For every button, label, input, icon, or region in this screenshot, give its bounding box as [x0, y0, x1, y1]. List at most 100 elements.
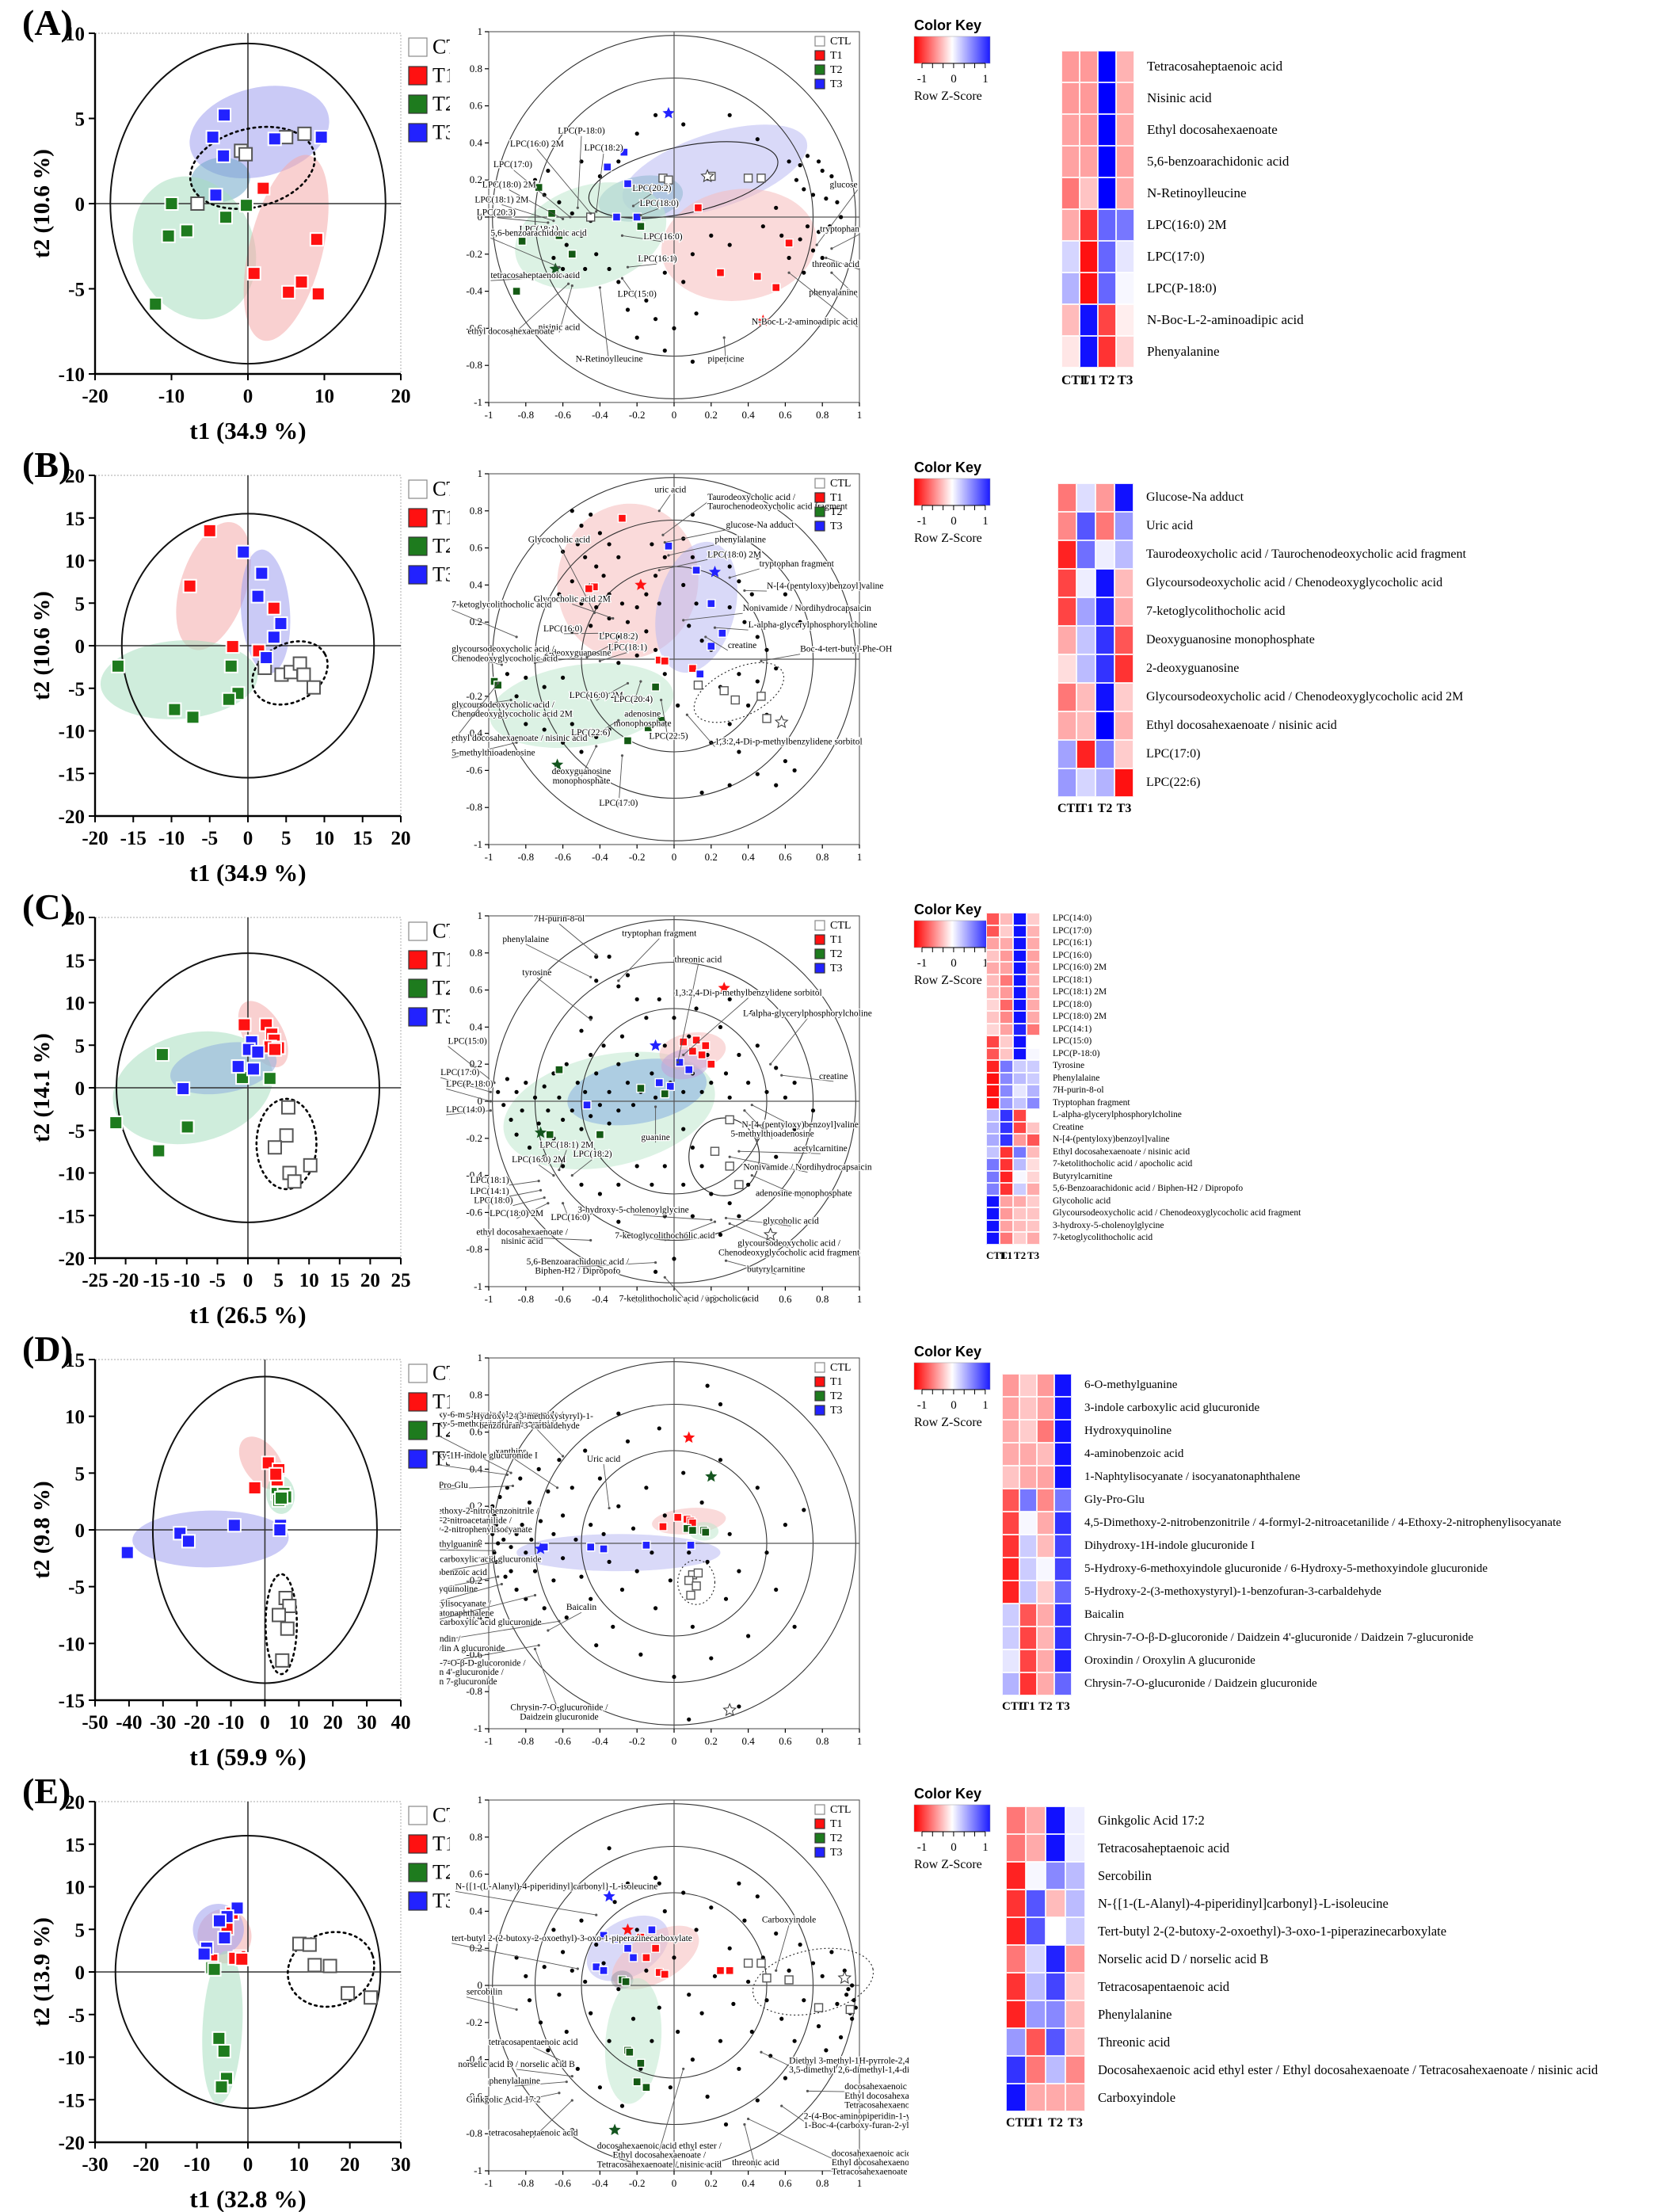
heatmap-row-label: 7H-purin-8-ol — [1053, 1085, 1104, 1095]
svg-text:-15: -15 — [59, 764, 85, 785]
score-point-t3 — [227, 1518, 242, 1533]
score-point-t3 — [314, 130, 329, 145]
heatmap-cell — [1013, 1146, 1027, 1158]
loading-point-t3 — [664, 541, 673, 551]
svg-text:T2: T2 — [830, 948, 843, 960]
panel-letter-a: (A) — [22, 2, 73, 43]
svg-text:-0.8: -0.8 — [466, 1243, 482, 1255]
loading-label: guanine — [641, 1133, 669, 1142]
loading-point-t2 — [623, 736, 633, 746]
loading-label: LPC(17:0) — [440, 1068, 479, 1077]
score-point-t3 — [272, 1523, 288, 1537]
heatmap-row-label: N-Boc-L-2-aminoadipic acid — [1147, 312, 1304, 327]
loading-point-ctl — [756, 1958, 766, 1968]
heatmap-row-label: Phenylalaine — [1053, 1073, 1100, 1083]
loading-label: 7-ketoglycolithocholic acid — [615, 1231, 714, 1241]
svg-text:20: 20 — [360, 1270, 380, 1291]
heatmap-cell — [1027, 974, 1040, 986]
loading-label: glycoursodeoxycholic acid / Chenodeoxygly… — [451, 700, 573, 719]
heatmap-cell — [1000, 1146, 1013, 1158]
heatmap-cell — [1116, 51, 1134, 82]
svg-text:-0.2: -0.2 — [466, 1132, 482, 1144]
loading-label: norselic acid D / norselic acid B — [458, 2060, 575, 2069]
heatmap-cell — [986, 1121, 1000, 1134]
loading-star-ctl — [700, 169, 714, 183]
heatmap-cell — [1116, 114, 1134, 146]
heatmap-cell — [1013, 1121, 1027, 1134]
heatmap-cell — [1002, 1672, 1019, 1695]
heatmap-cell — [1027, 1232, 1040, 1245]
heatmap-cell — [1098, 209, 1116, 241]
heatmap-cell — [1046, 1806, 1065, 1834]
svg-text:-20: -20 — [59, 2133, 85, 2154]
heatmap-cell — [1019, 1443, 1037, 1466]
heatmap-row-label: Tert-butyl 2-(2-butoxy-2-oxoethyl)-3-oxo… — [1098, 1924, 1447, 1939]
score-point-t2 — [109, 1116, 124, 1131]
score-point-t1 — [237, 1017, 252, 1032]
svg-text:0.8: 0.8 — [816, 851, 829, 863]
svg-text:-5: -5 — [68, 1577, 85, 1599]
loading-label: 5-methylthioadenosine — [451, 749, 535, 758]
heatmap-cell — [986, 1085, 1000, 1097]
heatmap-cell — [1000, 962, 1013, 974]
loading-label: N-[4-(pentyloxy)benzoyl]valine — [767, 582, 884, 591]
loading-point-t2 — [636, 221, 646, 231]
svg-text:1: 1 — [982, 1399, 989, 1412]
heatmap-cell — [1000, 1195, 1013, 1207]
svg-text:-0.8: -0.8 — [466, 801, 482, 813]
svg-text:10: 10 — [314, 386, 334, 407]
heatmap-cell — [1037, 1420, 1054, 1443]
heatmap-cell — [986, 1134, 1000, 1146]
heatmap-row-label: Tetracosaheptaenoic acid — [1098, 1840, 1230, 1855]
heatmap-cell — [986, 1035, 1000, 1048]
loading-label: uric acid — [654, 485, 686, 494]
svg-text:-1: -1 — [917, 1399, 928, 1412]
heatmap-cell — [1013, 1109, 1027, 1122]
loading-label: adenosine monophosphate — [614, 710, 672, 729]
heatmap-cell — [1026, 2000, 1046, 2028]
loading-label: N-{[1-(L-Alanyl)-4-piperidinyl]carbonyl}… — [455, 1882, 658, 1891]
svg-text:T1: T1 — [830, 934, 843, 946]
svg-text:40: 40 — [391, 1712, 411, 1733]
loading-point-t1 — [752, 272, 762, 281]
heatmap-cell — [1000, 1207, 1013, 1220]
score-plot-c: -25 -20 -15 -10 -5 0 5 10 15 20 25-20-15-10-505101… — [29, 908, 471, 1329]
loading-point-t3 — [599, 1966, 608, 1975]
loading-point-t1 — [772, 283, 781, 292]
heatmap-cell — [1000, 1096, 1013, 1109]
heatmap-cell — [1019, 1535, 1037, 1558]
heatmap-cell — [1114, 683, 1133, 711]
svg-text:0.2: 0.2 — [470, 1500, 482, 1512]
heatmap-cell — [1080, 51, 1098, 82]
svg-text:1: 1 — [478, 25, 483, 37]
svg-text:-1: -1 — [474, 1280, 482, 1292]
heatmap-cell — [1019, 1512, 1037, 1535]
heatmap-col-label: CTL — [1006, 2116, 1032, 2130]
heatmap-cell — [1027, 998, 1040, 1011]
svg-text:15: 15 — [330, 1270, 349, 1291]
score-point-t2 — [223, 658, 238, 673]
loading-label: LPC(14:1) — [471, 1187, 509, 1196]
score-point-ctl — [302, 1937, 317, 1952]
heatmap-row-label: Phenyalanine — [1147, 344, 1220, 359]
loading-label: LPC(17:0) — [493, 160, 532, 170]
loading-label: LPC(18:1) — [608, 643, 647, 652]
heatmap-cell — [1000, 986, 1013, 999]
loading-label: xanthine — [495, 1447, 527, 1457]
score-point-t2 — [180, 1119, 195, 1135]
heatmap-cell — [986, 1219, 1000, 1232]
heatmap-row-label: Docosahexaenoic acid ethyl ester / Ethyl… — [1098, 2062, 1598, 2077]
heatmap-row-label: Tetracosapentaenoic acid — [1098, 1979, 1230, 1994]
score-point-t2 — [239, 198, 254, 213]
loading-star-green — [534, 1126, 547, 1138]
heatmap-cell — [1116, 336, 1134, 368]
svg-text:-5: -5 — [68, 1121, 85, 1142]
svg-text:15: 15 — [65, 509, 85, 530]
loading-point-t3 — [647, 1925, 657, 1935]
svg-text:-10: -10 — [59, 2048, 85, 2069]
heatmap-cell — [1046, 1973, 1065, 2000]
heatmap-cell — [1013, 1158, 1027, 1171]
svg-text:-0.2: -0.2 — [466, 1574, 482, 1586]
svg-text:-20: -20 — [184, 1712, 210, 1733]
heatmap-row-label: LPC(14:1) — [1053, 1024, 1092, 1034]
